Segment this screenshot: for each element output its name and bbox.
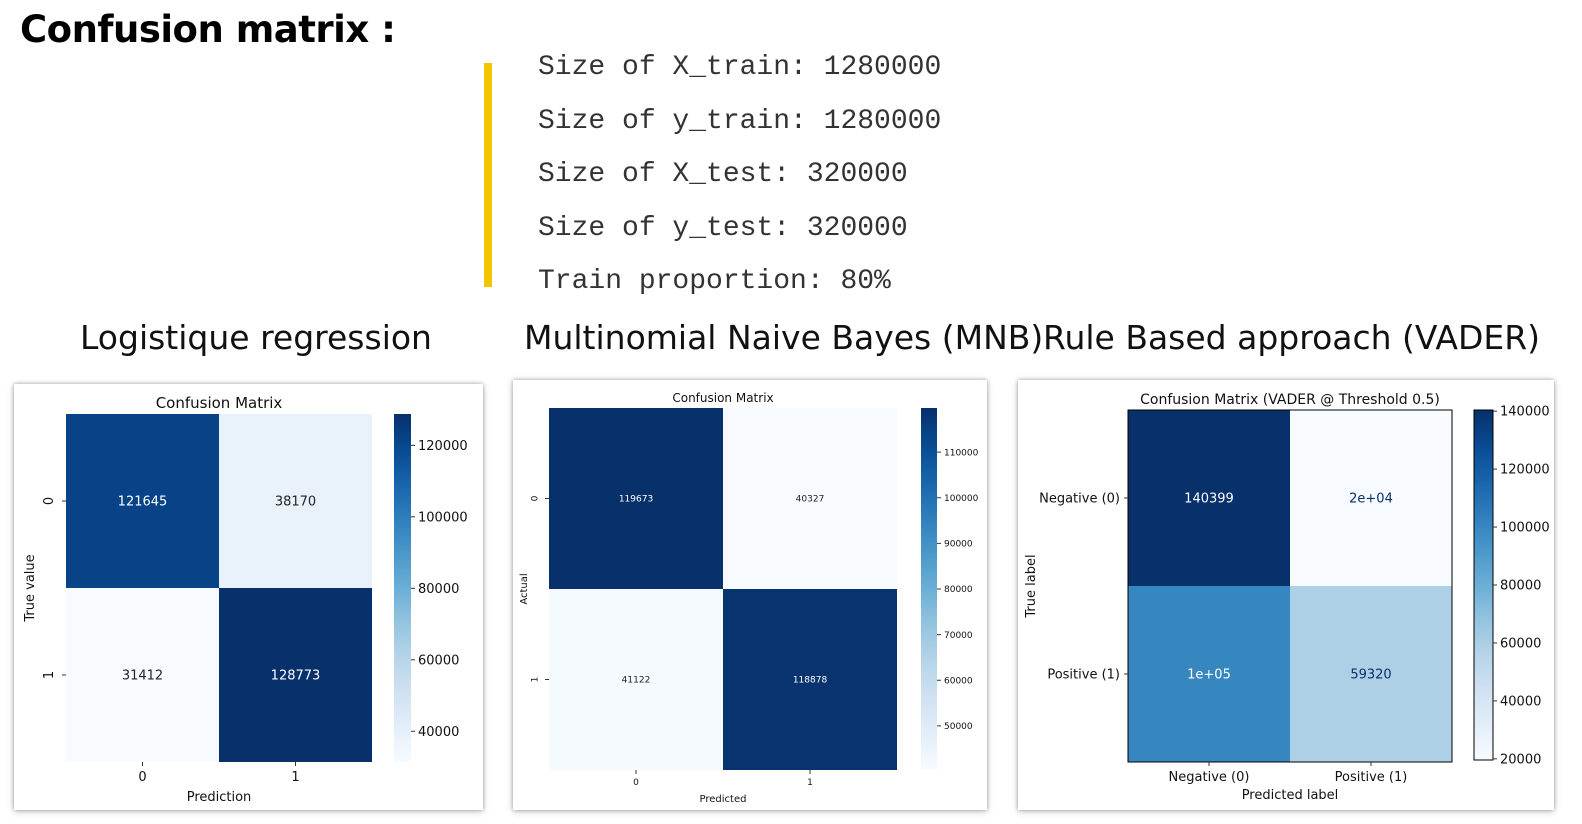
colorbar [921, 408, 937, 770]
colorbar-tick-label: 120000 [418, 439, 468, 454]
cell-value-label: 121645 [118, 495, 168, 510]
heatmap-cell-r1-c1 [219, 588, 372, 762]
chart-panel-mnb: Confusion Matrix 119673 40327 41122 118878 0 1… [513, 380, 987, 810]
code-line-y-test: Size of y_test: 320000 [538, 212, 908, 244]
plot-frame [1127, 409, 1453, 763]
x-axis-label: Predicted [700, 794, 747, 805]
y-tick-label-0: 0 [42, 497, 57, 505]
code-line-x-test: Size of X_test: 320000 [538, 159, 908, 190]
x-tick-label-0: 0 [633, 778, 639, 788]
y-axis-label: Actual [519, 573, 530, 604]
x-tick-label-1: 1 [807, 778, 813, 788]
chart-title: Confusion Matrix (VADER @ Threshold 0.5) [1140, 392, 1440, 408]
confusion-matrix-chart-mnb: Confusion Matrix 119673 40327 41122 118878 0 1… [519, 391, 979, 805]
cell-value-label: 2e+04 [1349, 492, 1393, 507]
chart-panel-vader: Confusion Matrix (VADER @ Threshold 0.5)… [1018, 380, 1554, 810]
colorbar-tick-label: 90000 [944, 540, 973, 550]
colorbar-tick-label: 60000 [944, 676, 973, 686]
section-title-vader: Rule Based approach (VADER) [1043, 318, 1541, 357]
chart-title: Confusion Matrix [672, 391, 773, 405]
heatmap-cell-r0-c1 [219, 414, 372, 588]
cell-value-label: 59320 [1350, 668, 1391, 683]
heatmap-cell-r0-c1 [723, 408, 897, 589]
colorbar-tick-label: 110000 [944, 448, 979, 458]
colorbar-tick-label: 100000 [1500, 521, 1550, 536]
heatmap-cell-r1-c1 [723, 589, 897, 770]
chart-panel-logistic-regression: Confusion Matrix 121645 38170 31412 128773 0 1… [14, 384, 483, 810]
colorbar-tick-label: 20000 [1500, 752, 1541, 767]
y-tick-label-positive-1: Positive (1) [1047, 668, 1120, 683]
colorbar-tick-label: 50000 [944, 722, 973, 732]
code-line-train-proportion: Train proportion: 80% [538, 266, 891, 297]
dataset-size-output: Size of X_train: 1280000 Size of y_train… [538, 48, 941, 316]
cell-value-label: 118878 [793, 676, 828, 686]
colorbar-tick-label: 80000 [418, 582, 459, 597]
code-line-x-train: Size of X_train: 1280000 [538, 52, 942, 83]
x-axis-label: Predicted label [1242, 788, 1339, 803]
heatmap-cell-r0-c1 [1290, 410, 1452, 586]
colorbar-tick-label: 100000 [944, 494, 979, 504]
colorbar-tick-label: 140000 [1500, 405, 1550, 420]
cell-value-label: 128773 [271, 669, 321, 684]
colorbar-tick-label: 70000 [944, 631, 973, 641]
colorbar-tick-label: 40000 [418, 725, 459, 740]
chart-title: Confusion Matrix [156, 394, 283, 412]
cell-value-label: 40327 [796, 495, 825, 505]
y-tick-label-0: 0 [530, 495, 540, 501]
heatmap-cell-r1-c0 [549, 589, 723, 770]
heatmap-cell-r0-c0 [1128, 410, 1290, 586]
colorbar [1473, 409, 1494, 761]
confusion-matrix-chart-logistic-regression: Confusion Matrix 121645 38170 31412 128773 0 1… [23, 394, 468, 805]
heatmap-cell-r1-c0 [66, 588, 219, 762]
heatmap-cell-r0-c0 [66, 414, 219, 588]
page-title: Confusion matrix : [20, 8, 396, 51]
y-tick-label-negative-0: Negative (0) [1039, 492, 1120, 507]
cell-value-label: 41122 [622, 676, 651, 686]
y-tick-label-1: 1 [42, 671, 57, 679]
section-title-logistic-regression: Logistique regression [80, 318, 432, 357]
colorbar [394, 414, 411, 762]
heatmap-cell-r1-c0 [1128, 586, 1290, 762]
x-tick-label-0: 0 [138, 770, 146, 785]
y-axis-label: True label [1024, 554, 1039, 618]
confusion-matrix-chart-vader: Confusion Matrix (VADER @ Threshold 0.5)… [1024, 392, 1550, 803]
colorbar-tick-label: 100000 [418, 510, 468, 525]
colorbar-tick-label: 40000 [1500, 694, 1541, 709]
x-tick-label-negative-0: Negative (0) [1169, 770, 1250, 785]
colorbar-tick-label: 80000 [944, 585, 973, 595]
accent-bar [484, 63, 492, 287]
y-tick-label-1: 1 [530, 677, 540, 683]
colorbar-tick-label: 60000 [418, 653, 459, 668]
x-tick-label-positive-1: Positive (1) [1335, 770, 1408, 785]
cell-value-label: 1e+05 [1187, 668, 1231, 683]
colorbar-tick-label: 120000 [1500, 463, 1550, 478]
cell-value-label: 140399 [1184, 492, 1234, 507]
colorbar-tick-label: 60000 [1500, 636, 1541, 651]
heatmap-cell-r1-c1 [1290, 586, 1452, 762]
section-title-mnb: Multinomial Naive Bayes (MNB) [524, 318, 1044, 357]
x-axis-label: Prediction [187, 790, 252, 805]
code-line-y-train: Size of y_train: 1280000 [538, 105, 942, 137]
y-axis-label: True value [23, 554, 38, 622]
x-tick-label-1: 1 [291, 770, 299, 785]
heatmap-cell-r0-c0 [549, 408, 723, 589]
cell-value-label: 38170 [275, 495, 316, 510]
cell-value-label: 119673 [619, 495, 653, 505]
colorbar-tick-label: 80000 [1500, 579, 1541, 594]
cell-value-label: 31412 [122, 669, 163, 684]
